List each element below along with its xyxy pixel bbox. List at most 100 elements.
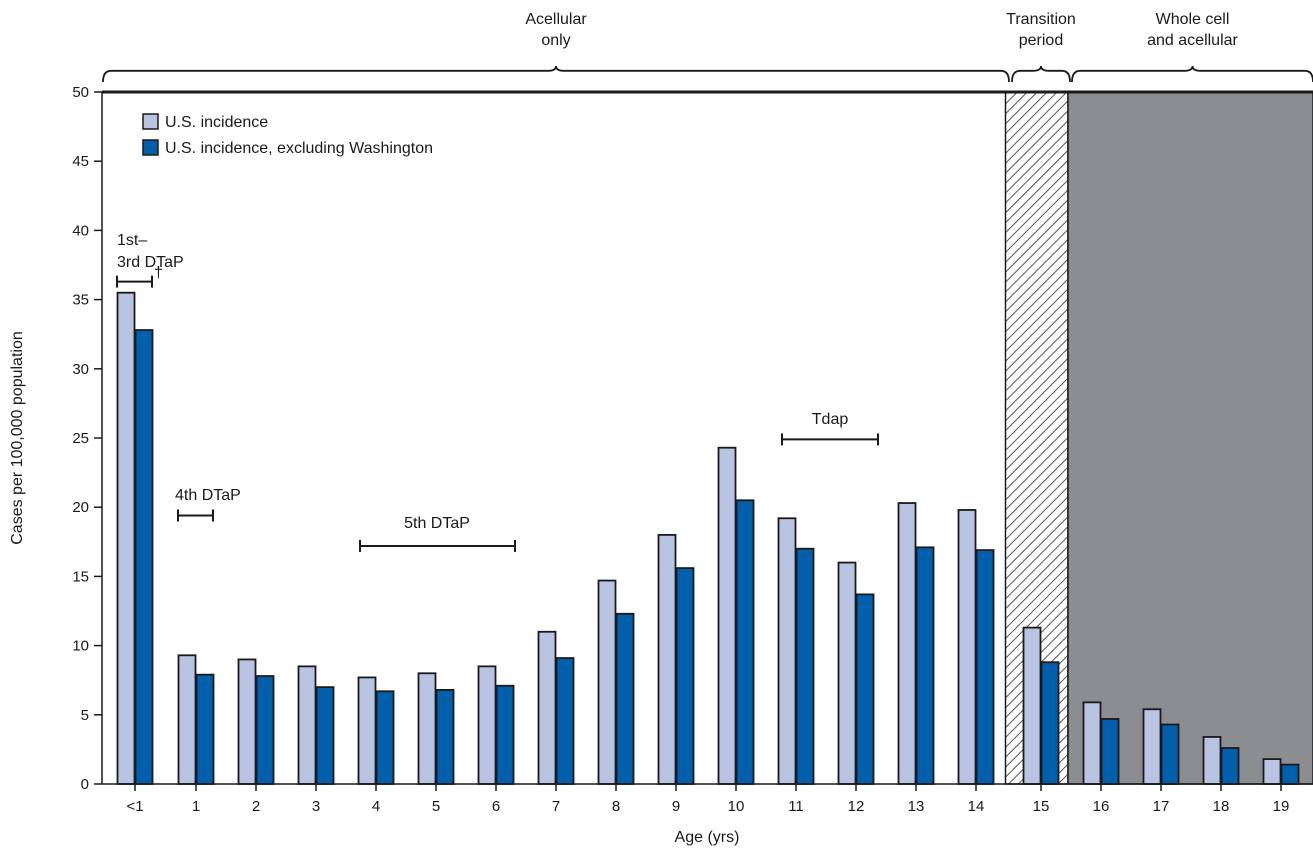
x-tick-label: 3: [312, 798, 320, 815]
period-label: Transition: [1006, 11, 1076, 28]
y-axis-title: Cases per 100,000 population: [9, 331, 26, 545]
x-tick-label: 12: [848, 798, 865, 815]
bar-us-incidence-excl-washington: [195, 673, 215, 785]
bar-us-incidence-excl-washington: [615, 612, 635, 785]
x-tick-label: 11: [788, 798, 804, 815]
vaccine-annotations-layer: 1st– 3rd DTaP† 4th DTaP 5th DTaP Tdap: [116, 232, 879, 552]
y-tick-label: 30: [72, 361, 89, 378]
bar-us-incidence-excl-washington: [375, 690, 395, 785]
legend-swatch: [142, 113, 159, 130]
period-label: only: [541, 32, 570, 49]
legend: U.S. incidence U.S. incidence, excluding …: [142, 113, 433, 157]
legend-label: U.S. incidence, excluding Washington: [165, 140, 433, 157]
bar-us-incidence: [777, 517, 797, 785]
legend-label: U.S. incidence: [165, 114, 268, 131]
vaccine-annotation-label: 4th DTaP: [175, 487, 241, 504]
bar-us-incidence: [177, 654, 197, 785]
period-labels-layer: Acellular only Transition period Whole cell a…: [102, 11, 1313, 83]
bar-us-incidence-excl-washington: [134, 329, 154, 785]
bar-us-incidence-excl-washington: [315, 686, 335, 785]
x-tick-label: 5: [432, 798, 440, 815]
bar-us-incidence: [297, 665, 317, 785]
bar-us-incidence: [1082, 701, 1102, 785]
bar-us-incidence-excl-washington: [1280, 763, 1300, 785]
y-tick-label: 45: [72, 153, 89, 170]
bar-us-incidence-excl-washington: [255, 675, 275, 785]
bar-us-incidence-excl-washington: [555, 657, 575, 785]
x-tick-label: 6: [492, 798, 500, 815]
bar-us-incidence-excl-washington: [855, 593, 875, 785]
y-tick-label: 25: [72, 430, 89, 447]
bar-us-incidence: [837, 561, 857, 785]
period-label: and acellular: [1147, 32, 1238, 49]
bar-us-incidence: [657, 533, 677, 785]
bar-us-incidence-excl-washington: [735, 499, 755, 785]
y-tick-label: 15: [72, 568, 89, 585]
y-tick-label: 10: [72, 638, 89, 655]
y-tick-label: 0: [81, 776, 89, 793]
bar-us-incidence: [1142, 708, 1162, 785]
bar-us-incidence-excl-washington: [435, 688, 455, 785]
bar-us-incidence: [1202, 736, 1222, 785]
bar-us-incidence-excl-washington: [1040, 661, 1060, 785]
legend-swatch: [142, 139, 159, 156]
bar-us-incidence-excl-washington: [675, 567, 695, 785]
bar-us-incidence: [237, 658, 257, 785]
x-tick-label: 17: [1153, 798, 1170, 815]
x-tick-label: 19: [1273, 798, 1290, 815]
vaccine-annotation-label: 5th DTaP: [404, 515, 470, 532]
x-tick-label: 16: [1093, 798, 1110, 815]
x-tick-label: 13: [908, 798, 925, 815]
bar-us-incidence: [597, 579, 617, 785]
vaccine-annotation-label: Tdap: [812, 411, 849, 428]
bar-us-incidence: [417, 672, 437, 785]
bar-us-incidence-excl-washington: [495, 684, 515, 785]
period-label: Acellular: [525, 11, 587, 28]
x-tick-label: 14: [968, 798, 985, 815]
bar-us-incidence: [717, 446, 737, 785]
y-tick-label: 5: [81, 707, 89, 724]
x-tick-label: 15: [1033, 798, 1050, 815]
bar-us-incidence-excl-washington: [1100, 718, 1120, 785]
x-tick-label: 7: [552, 798, 560, 815]
whole-cell-period-region: [1067, 91, 1313, 785]
bar-us-incidence-excl-washington: [915, 546, 935, 785]
bar-us-incidence-excl-washington: [795, 547, 815, 785]
dagger-footnote-marker: †: [154, 265, 163, 282]
bar-us-incidence: [1022, 626, 1042, 785]
bar-us-incidence: [537, 630, 557, 785]
y-tick-label: 35: [72, 292, 89, 309]
bar-us-incidence-excl-washington: [1220, 747, 1240, 785]
bar-us-incidence-excl-washington: [975, 549, 995, 785]
y-tick-label: 40: [72, 222, 89, 239]
y-tick-label: 20: [72, 499, 89, 516]
y-tick-label: 50: [72, 84, 89, 101]
x-tick-label: 2: [252, 798, 260, 815]
bar-us-incidence: [116, 291, 136, 785]
whole-cell-brace: [1071, 65, 1313, 83]
bar-us-incidence: [477, 665, 497, 785]
vaccine-annotation-label: 1st–: [117, 232, 147, 249]
period-background-layer: [1004, 91, 1313, 785]
x-tick-label: 18: [1213, 798, 1230, 815]
x-axis-title: Age (yrs): [675, 829, 740, 846]
x-tick-label: 10: [728, 798, 745, 815]
x-tick-label: 4: [372, 798, 380, 815]
x-tick-label: 1: [192, 798, 200, 815]
x-tick-label: 9: [672, 798, 680, 815]
period-label: period: [1019, 32, 1063, 49]
vaccine-annotation-label: 3rd DTaP: [117, 254, 184, 271]
bar-us-incidence: [897, 502, 917, 785]
x-tick-label: 8: [612, 798, 620, 815]
bar-us-incidence: [957, 509, 977, 785]
transition-period-brace: [1011, 65, 1071, 83]
period-label: Whole cell: [1156, 11, 1230, 28]
bar-us-incidence: [1262, 758, 1282, 785]
bar-us-incidence-excl-washington: [1160, 723, 1180, 785]
acellular-only-brace: [102, 65, 1010, 83]
bars-layer: [116, 291, 1300, 785]
bar-us-incidence: [357, 676, 377, 785]
x-tick-label: <1: [126, 798, 143, 815]
